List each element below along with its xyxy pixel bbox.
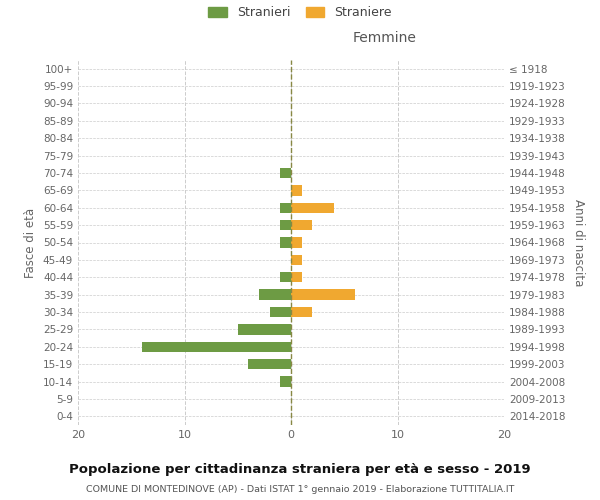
Legend: Stranieri, Straniere: Stranieri, Straniere	[208, 6, 392, 19]
Y-axis label: Fasce di età: Fasce di età	[25, 208, 37, 278]
Bar	[280, 272, 291, 282]
Bar	[291, 202, 334, 213]
Bar	[248, 359, 291, 370]
Text: Popolazione per cittadinanza straniera per età e sesso - 2019: Popolazione per cittadinanza straniera p…	[69, 462, 531, 475]
Bar	[280, 220, 291, 230]
Bar	[291, 307, 313, 317]
Bar	[291, 290, 355, 300]
Bar	[291, 272, 302, 282]
Bar	[280, 376, 291, 387]
Y-axis label: Anni di nascita: Anni di nascita	[572, 199, 585, 286]
Bar	[259, 290, 291, 300]
Bar	[142, 342, 291, 352]
Text: COMUNE DI MONTEDINOVE (AP) - Dati ISTAT 1° gennaio 2019 - Elaborazione TUTTITALI: COMUNE DI MONTEDINOVE (AP) - Dati ISTAT …	[86, 485, 514, 494]
Bar	[280, 202, 291, 213]
Bar	[280, 238, 291, 248]
Bar	[280, 168, 291, 178]
Bar	[291, 238, 302, 248]
Bar	[270, 307, 291, 317]
Bar	[291, 220, 313, 230]
Bar	[238, 324, 291, 334]
Bar	[291, 185, 302, 196]
Text: Femmine: Femmine	[353, 32, 416, 46]
Bar	[291, 254, 302, 265]
